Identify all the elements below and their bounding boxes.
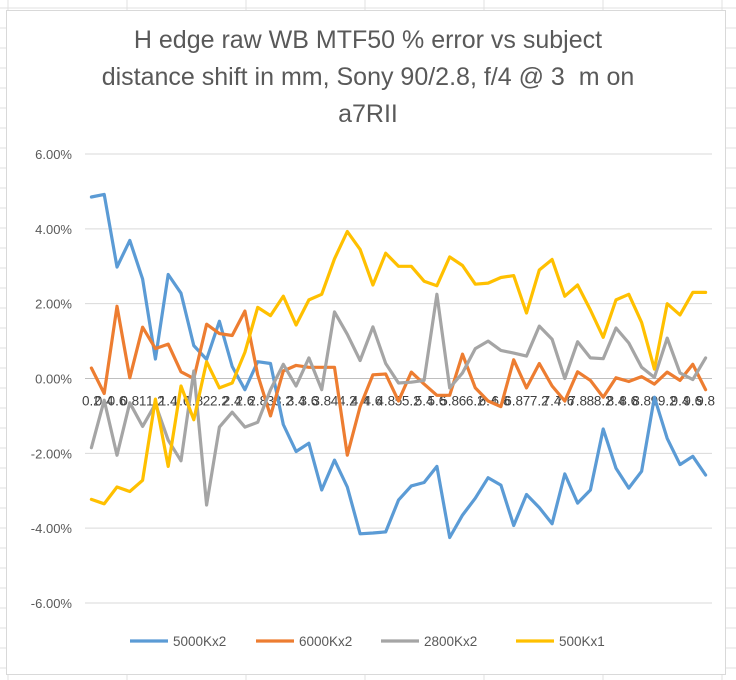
x-tick-label: 1 [139, 394, 147, 409]
y-tick-label: -4.00% [31, 521, 73, 536]
chart-title-line: a7RII [338, 100, 398, 128]
x-tick-label: 5.2 [402, 394, 421, 409]
x-tick-label: 3.6 [300, 394, 319, 409]
chart-title: H edge raw WB MTF50 % error vs subject d… [0, 22, 736, 133]
x-tick-label: 2.6 [236, 394, 255, 409]
series-line-5000Kx2 [89, 192, 708, 540]
x-tick-label: 9.4 [671, 394, 690, 409]
y-tick-label: 6.00% [35, 147, 72, 162]
legend-label: 6000Kx2 [299, 634, 352, 649]
x-tick-label: 9.6 [683, 394, 702, 409]
x-tick-label: 5.8 [440, 394, 459, 409]
x-tick-label: 0.8 [120, 394, 139, 409]
x-tick-label: 5.4 [415, 394, 434, 409]
x-tick-label: 9.8 [696, 394, 715, 409]
x-tick-label: 5.6 [427, 394, 446, 409]
x-tick-label: 2.8 [248, 394, 267, 409]
x-tick-label: 8.8 [632, 394, 651, 409]
chart-title-line: H edge raw WB MTF50 % error vs subject [133, 26, 603, 54]
x-tick-label: 0.6 [108, 394, 127, 409]
y-tick-label: -2.00% [31, 446, 73, 461]
y-tick-label: 0.00% [35, 372, 72, 387]
x-tick-label: 4.8 [376, 394, 395, 409]
y-tick-label: 2.00% [35, 297, 72, 312]
x-tick-label: 8.2 [594, 394, 613, 409]
x-tick-label: 6.8 [504, 394, 523, 409]
x-tick-label: 3 [267, 394, 275, 409]
y-tick-label: 4.00% [35, 222, 72, 237]
x-tick-label: 4.6 [364, 394, 383, 409]
x-tick-label: 8 [587, 394, 595, 409]
x-tick-label: 3.4 [287, 394, 306, 409]
x-tick-label: 7.2 [530, 394, 549, 409]
x-tick-label: 2 [203, 394, 211, 409]
x-tick-label: 0.2 [82, 394, 101, 409]
x-tick-label: 8.4 [607, 394, 626, 409]
legend-label: 500Kx1 [559, 634, 605, 649]
legend-label: 2800Kx2 [424, 634, 477, 649]
series-line-2800Kx2 [89, 292, 708, 507]
legend-label: 5000Kx2 [173, 634, 226, 649]
x-tick-label: 7.8 [568, 394, 587, 409]
x-tick-label: 2.2 [210, 394, 229, 409]
x-tick-label: 4.2 [338, 394, 357, 409]
x-tick-label: 3.8 [312, 394, 331, 409]
x-tick-label: 7 [523, 394, 531, 409]
series-line-500Kx1 [89, 229, 708, 506]
y-tick-label: -6.00% [31, 596, 73, 611]
chart-title-line: distance shift in mm, Sony 90/2.8, f/4 @… [101, 63, 635, 91]
x-tick-label: 2.4 [223, 394, 242, 409]
x-tick-label: 7.4 [543, 394, 562, 409]
x-tick-label: 6.2 [466, 394, 485, 409]
x-tick-label: 6 [459, 394, 467, 409]
x-tick-label: 1.4 [159, 394, 178, 409]
x-tick-label: 9.2 [658, 394, 677, 409]
x-tick-label: 4 [331, 394, 339, 409]
x-tick-label: 8.6 [619, 394, 638, 409]
